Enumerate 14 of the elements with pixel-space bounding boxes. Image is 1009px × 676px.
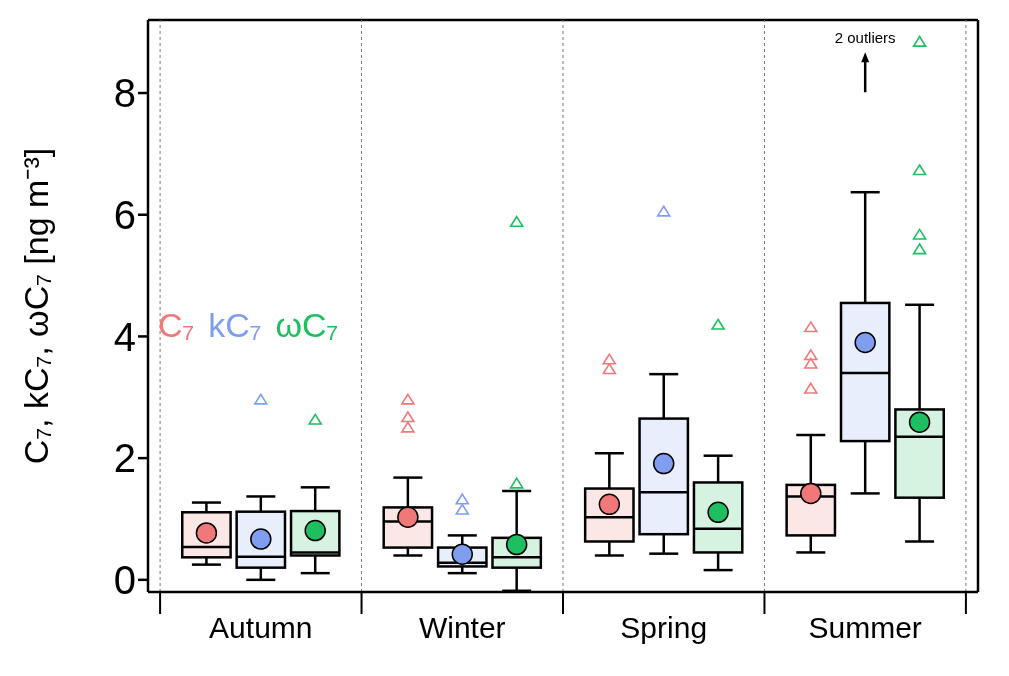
x-tick-label: Spring (620, 611, 708, 644)
y-axis-title: C₇, kC₇, ωC₇ [ng m⁻³] (17, 147, 56, 465)
y-tick-label: 2 (113, 436, 136, 481)
y-tick-label: 0 (113, 558, 136, 603)
x-tick-label: Summer (808, 611, 922, 644)
text: kC₇ (208, 306, 262, 345)
text: ωC₇ (275, 306, 339, 345)
x-tick-label: Winter (418, 611, 506, 644)
annotation: 2 outliers (834, 29, 896, 47)
x-tick-label: Autumn (209, 611, 313, 644)
y-tick-label: 8 (113, 71, 136, 116)
y-tick-label: 4 (113, 314, 136, 359)
text: C₇ (158, 306, 195, 345)
y-tick-label: 6 (113, 192, 136, 237)
